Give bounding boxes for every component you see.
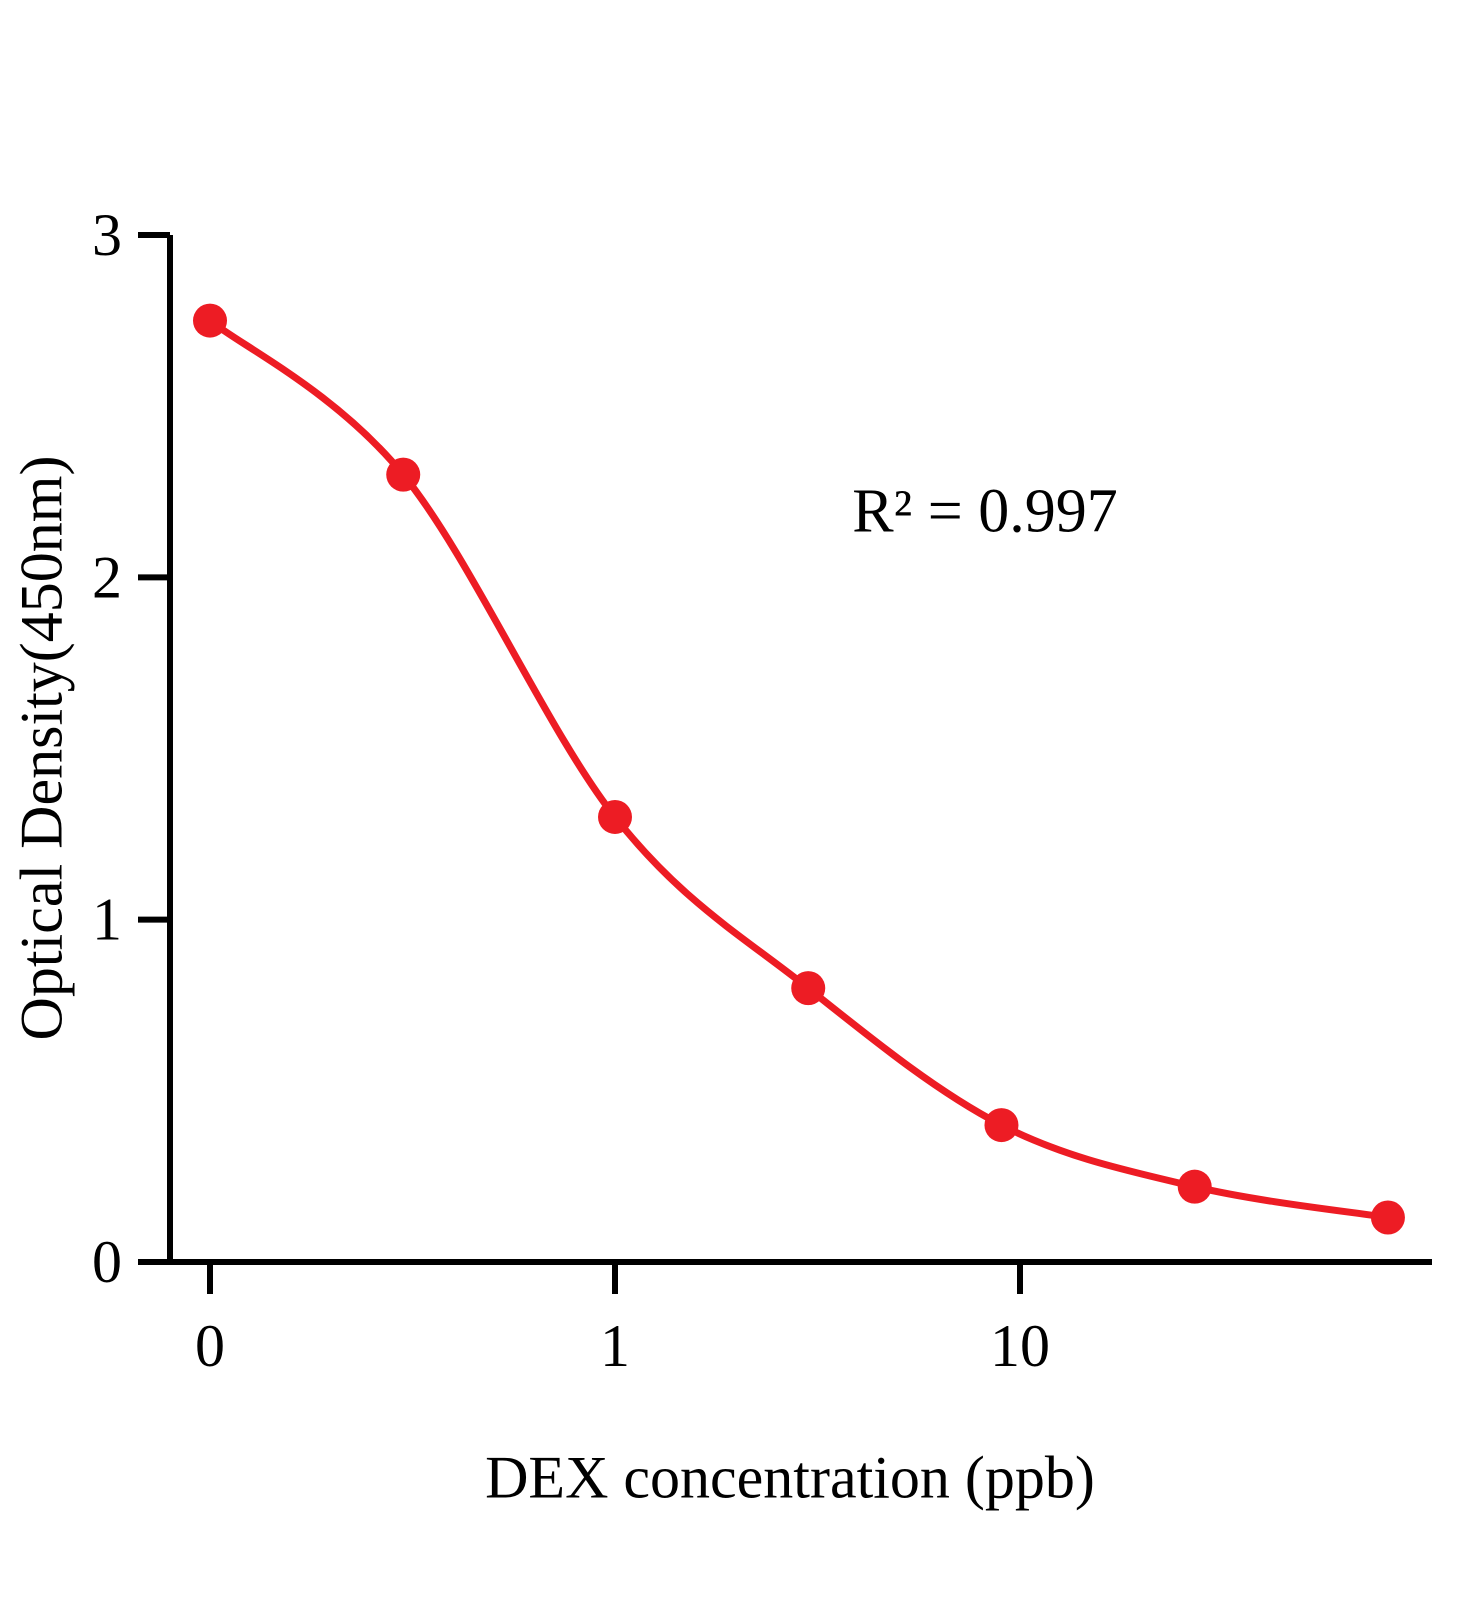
data-point [193, 303, 227, 338]
data-point [1370, 1200, 1405, 1235]
data-point [598, 799, 632, 834]
data-point [984, 1108, 1019, 1143]
data-point [1177, 1169, 1212, 1204]
y-tick-label: 1 [92, 887, 122, 953]
x-axis-title: DEX concentration (ppb) [485, 1444, 1095, 1511]
data-point [386, 457, 421, 492]
y-tick-label: 2 [92, 544, 122, 610]
x-tick-label: 10 [990, 1313, 1050, 1379]
x-tick-label: 1 [600, 1313, 630, 1379]
x-tick-label: 0 [195, 1313, 225, 1379]
y-axis-title: Optical Density(450nm) [8, 455, 75, 1041]
y-tick-label: 3 [92, 202, 122, 268]
y-tick-label: 0 [92, 1229, 122, 1295]
fit-curve [206, 317, 1392, 1221]
r-squared-annotation: R² = 0.997 [852, 477, 1118, 546]
data-point [791, 971, 826, 1006]
